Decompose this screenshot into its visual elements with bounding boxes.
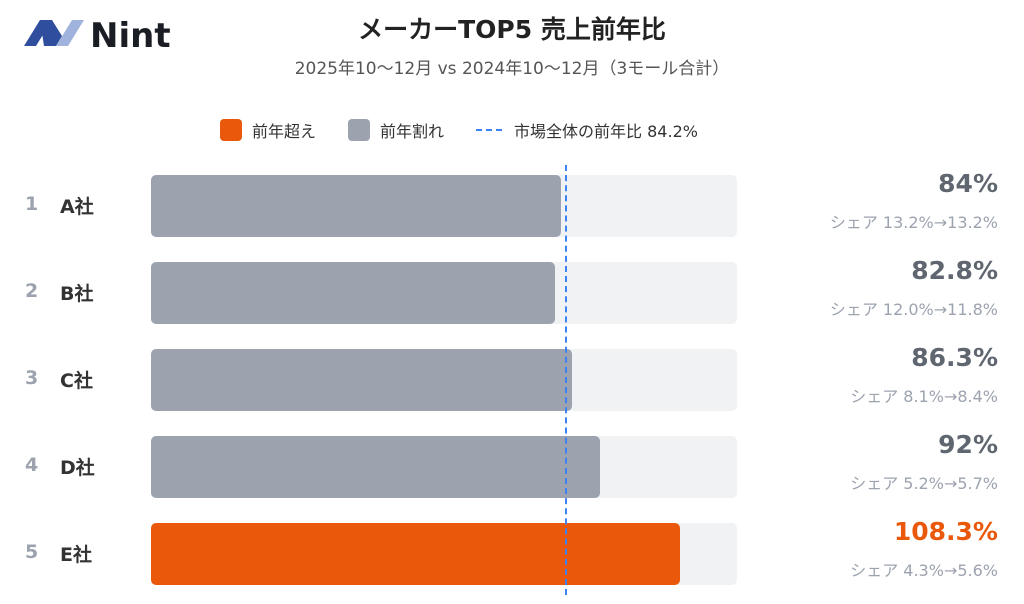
bar-track [151, 262, 737, 324]
share-label: シェア 12.0%→11.8% [829, 300, 998, 319]
bar-track [151, 436, 737, 498]
bar [151, 262, 556, 324]
legend-label-up: 前年超え [252, 122, 317, 141]
market-reference-line [565, 165, 568, 595]
legend-label-down: 前年割れ [380, 122, 445, 141]
share-label: シェア 4.3%→5.6% [850, 561, 998, 580]
share-label: シェア 13.2%→13.2% [829, 213, 998, 232]
share-label: シェア 5.2%→5.7% [850, 474, 998, 493]
svg-text:Nint: Nint [90, 16, 171, 56]
rank-label: 3 [25, 367, 39, 389]
chart-subtitle: 2025年10〜12月 vs 2024年10〜12月（3モール合計） [294, 59, 730, 79]
legend-dash-line [476, 129, 503, 131]
legend-up: 前年超え [220, 118, 316, 142]
bar [151, 523, 680, 585]
rank-label: 4 [25, 454, 39, 476]
maker-name: B社 [60, 283, 94, 305]
chart-title: メーカーTOP5 売上前年比 [358, 15, 666, 44]
bar-row: 3 C社 86.3% シェア 8.1%→8.4% [0, 343, 1024, 411]
legend-market: 市場全体の前年比 84.2% [476, 118, 698, 142]
legend-swatch-up [220, 119, 242, 141]
bar-row: 1 A社 84% シェア 13.2%→13.2% [0, 169, 1024, 237]
value-label: 92% [938, 430, 998, 459]
maker-name: A社 [60, 196, 94, 218]
rank-label: 1 [25, 193, 39, 215]
nint-logo: Nint [24, 16, 171, 56]
value-label: 84% [938, 169, 998, 198]
rank-label: 2 [25, 280, 39, 302]
maker-name: D社 [60, 457, 95, 479]
legend-down: 前年割れ [348, 118, 444, 142]
bar [151, 175, 562, 237]
bar-row: 2 B社 82.8% シェア 12.0%→11.8% [0, 256, 1024, 324]
rank-label: 5 [25, 541, 39, 563]
maker-name: C社 [60, 370, 93, 392]
legend-label-market: 市場全体の前年比 84.2% [514, 122, 698, 141]
bar-track [151, 349, 737, 411]
share-label: シェア 8.1%→8.4% [850, 387, 998, 406]
legend: 前年超え 前年割れ 市場全体の前年比 84.2% [220, 118, 730, 142]
bar-track [151, 175, 737, 237]
value-label: 86.3% [911, 343, 998, 372]
maker-name: E社 [60, 544, 92, 566]
bar [151, 349, 573, 411]
bar-track [151, 523, 737, 585]
bar-row: 5 E社 108.3% シェア 4.3%→5.6% [0, 517, 1024, 585]
bar-row: 4 D社 92% シェア 5.2%→5.7% [0, 430, 1024, 498]
value-label: 108.3% [893, 517, 998, 546]
value-label: 82.8% [911, 256, 998, 285]
bar [151, 436, 601, 498]
legend-swatch-down [348, 119, 371, 141]
